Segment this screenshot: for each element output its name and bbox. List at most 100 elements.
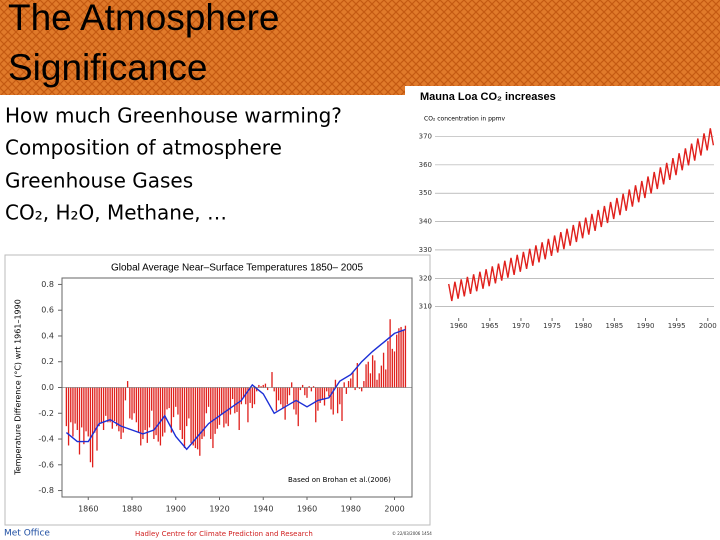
bar — [133, 387, 135, 414]
bar — [87, 387, 89, 437]
bar — [186, 387, 188, 427]
title-band — [0, 0, 720, 95]
bar — [240, 387, 243, 405]
bar — [330, 387, 332, 410]
bar — [321, 387, 323, 400]
bar — [229, 387, 232, 415]
bar — [273, 387, 275, 392]
bar — [124, 387, 127, 401]
bar — [70, 387, 72, 423]
bar — [210, 387, 212, 440]
bar — [347, 381, 350, 388]
bar — [157, 387, 159, 442]
y-axis-label: CO₂ concentration in ppmv — [424, 116, 506, 123]
y-tick-label: 0.4 — [41, 331, 54, 340]
bar — [369, 373, 372, 388]
bar — [196, 387, 199, 450]
bar — [76, 387, 78, 431]
bar — [400, 326, 402, 388]
y-tick-label: 360 — [419, 161, 432, 169]
bar — [293, 387, 295, 410]
bar — [164, 387, 166, 433]
bar — [159, 387, 162, 446]
bar — [194, 387, 197, 449]
bar — [179, 387, 181, 431]
bullet: CO₂, H₂O, Methane, … — [5, 201, 227, 225]
bar — [74, 387, 76, 424]
bar — [258, 384, 260, 388]
bar — [216, 387, 218, 429]
bar — [256, 387, 258, 392]
slide-title: The Atmosphere — [8, 0, 279, 38]
bar — [175, 387, 177, 407]
footer-left: Met Office — [4, 529, 50, 539]
bar — [334, 379, 337, 388]
bar — [308, 386, 310, 388]
footer-stamp: © 22/03/2006 1454 — [392, 531, 432, 536]
bullet: How much Greenhouse warming? — [5, 104, 342, 128]
bar — [137, 387, 140, 433]
bar — [402, 329, 404, 388]
bar — [116, 387, 118, 427]
bar — [151, 387, 153, 411]
bar — [319, 387, 321, 403]
bar — [385, 369, 387, 388]
bar — [177, 387, 179, 415]
bar — [264, 383, 267, 388]
bar — [81, 387, 83, 428]
bar — [365, 364, 367, 388]
bar — [380, 365, 383, 388]
bar — [122, 387, 124, 433]
bar — [262, 384, 264, 388]
bar — [361, 387, 363, 392]
co2-panel — [405, 86, 720, 342]
y-tick-label: -0.8 — [38, 486, 54, 495]
x-tick-label: 1965 — [481, 322, 499, 330]
bullet: Greenhouse Gases — [5, 169, 193, 193]
bar — [212, 387, 214, 449]
bar — [203, 387, 205, 437]
bar — [291, 382, 293, 388]
bar — [271, 372, 273, 388]
bar — [205, 387, 208, 414]
bar — [339, 387, 341, 405]
bar — [192, 387, 194, 446]
bar — [199, 387, 201, 456]
bar — [140, 387, 142, 446]
bar — [288, 387, 291, 396]
bar — [382, 352, 385, 388]
x-tick-label: 1970 — [512, 322, 530, 330]
bar — [367, 361, 369, 388]
bar — [170, 387, 173, 433]
line — [65, 328, 406, 451]
bar — [218, 387, 221, 425]
bar — [350, 378, 352, 388]
bar — [332, 387, 334, 415]
x-tick-label: 1860 — [78, 505, 98, 514]
bar — [142, 387, 144, 440]
bar — [78, 387, 81, 455]
bar — [356, 363, 358, 388]
bullet: Composition of atmosphere — [5, 136, 282, 160]
x-tick-label: 1960 — [297, 505, 317, 514]
bar — [251, 387, 253, 409]
bar — [98, 387, 100, 427]
y-tick-label: 350 — [419, 189, 432, 197]
bar — [389, 319, 391, 388]
bar — [352, 372, 354, 388]
bar — [223, 387, 225, 428]
bar — [260, 386, 262, 388]
bar — [249, 387, 251, 403]
bar — [387, 341, 389, 388]
y-tick-label: -0.6 — [38, 460, 54, 469]
bar — [221, 387, 223, 415]
x-tick-label: 1960 — [450, 322, 468, 330]
x-tick-label: 1975 — [543, 322, 561, 330]
bar — [100, 387, 103, 424]
x-tick-label: 2000 — [384, 505, 404, 514]
x-tick-label: 1990 — [637, 322, 655, 330]
bar — [378, 373, 380, 388]
bar — [168, 387, 170, 409]
bar — [113, 387, 116, 421]
bar — [301, 384, 304, 388]
